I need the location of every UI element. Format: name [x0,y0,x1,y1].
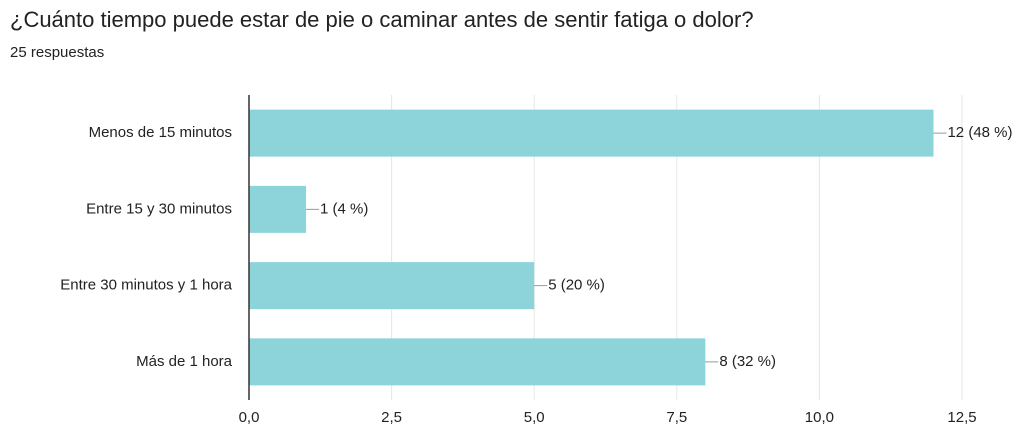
x-tick-label: 2,5 [381,409,402,426]
bar [249,338,706,386]
data-label: 8 (32 %) [719,353,776,370]
bar [249,185,307,233]
y-tick-label: Entre 15 y 30 minutos [86,200,232,217]
y-tick-label: Más de 1 hora [136,353,233,370]
x-tick-label: 10,0 [805,409,834,426]
x-tick-label: 0,0 [239,409,260,426]
data-label: 1 (4 %) [320,200,368,217]
data-label: 5 (20 %) [548,277,605,294]
x-tick-label: 5,0 [524,409,545,426]
chart-title: ¿Cuánto tiempo puede estar de pie o cami… [10,7,754,32]
bar [249,262,535,310]
y-tick-label: Menos de 15 minutos [89,124,232,141]
x-tick-label: 12,5 [947,409,976,426]
bar [249,109,934,157]
data-label: 12 (48 %) [947,124,1012,141]
chart-subtitle: 25 respuestas [10,44,104,61]
y-tick-label: Entre 30 minutos y 1 hora [60,277,232,294]
x-tick-label: 7,5 [666,409,687,426]
